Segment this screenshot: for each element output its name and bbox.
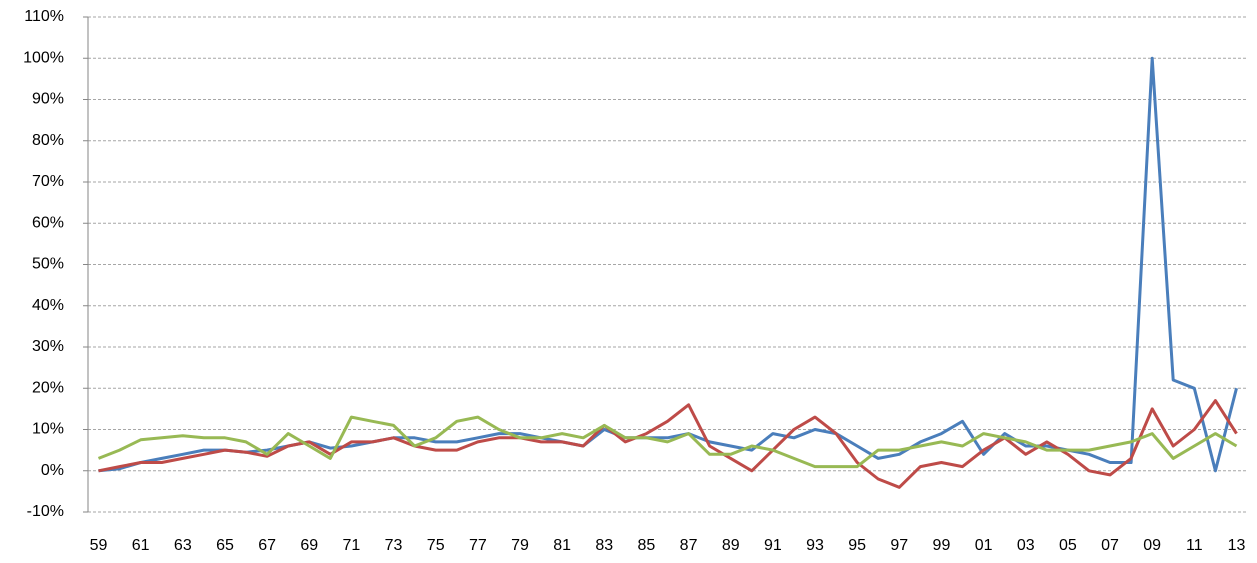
y-tick-label: 50% [32, 256, 64, 273]
y-tick-label: 90% [32, 91, 64, 108]
x-tick-label: 89 [722, 537, 740, 554]
x-tick-label: 67 [258, 537, 276, 554]
x-tick-label: 03 [1017, 537, 1035, 554]
x-tick-label: 11 [1186, 537, 1203, 554]
y-tick-label: 110% [24, 8, 64, 25]
x-tick-label: 85 [638, 537, 656, 554]
x-tick-label: 99 [933, 537, 951, 554]
x-tick-label: 09 [1143, 537, 1161, 554]
y-tick-label: 80% [32, 132, 64, 149]
x-tick-label: 01 [975, 537, 993, 554]
x-tick-label: 81 [553, 537, 571, 554]
x-tick-label: 71 [343, 537, 361, 554]
y-tick-label: 70% [32, 173, 64, 190]
x-tick-label: 91 [764, 537, 782, 554]
x-tick-label: 69 [300, 537, 318, 554]
y-tick-label: 0% [41, 462, 64, 479]
series-line [97, 415, 1238, 469]
x-tick-label: 87 [680, 537, 698, 554]
x-tick-label: 59 [90, 537, 108, 554]
series-line [98, 399, 1238, 489]
x-tick-label: 05 [1059, 537, 1077, 554]
y-tick-label: 10% [32, 421, 64, 438]
x-tick-label: 95 [848, 537, 866, 554]
x-tick-label: 13 [1228, 537, 1246, 554]
y-tick-label: 30% [32, 338, 64, 355]
x-tick-label: 93 [806, 537, 824, 554]
y-tick-label: 60% [32, 214, 64, 231]
x-tick-label: 61 [132, 537, 150, 554]
y-tick-label: 100% [23, 49, 64, 66]
x-tick-label: 63 [174, 537, 192, 554]
y-tick-label: 40% [32, 297, 64, 314]
x-tick-label: 75 [427, 537, 445, 554]
x-tick-label: 83 [595, 537, 613, 554]
x-tick-label: 79 [511, 537, 529, 554]
x-tick-label: 97 [890, 537, 908, 554]
x-tick-label: 73 [385, 537, 403, 554]
y-tick-label: 20% [32, 379, 64, 396]
y-tick-label: -10% [27, 503, 64, 520]
x-tick-label: 65 [216, 537, 234, 554]
x-tick-label: 77 [469, 537, 487, 554]
x-tick-label: 07 [1101, 537, 1119, 554]
